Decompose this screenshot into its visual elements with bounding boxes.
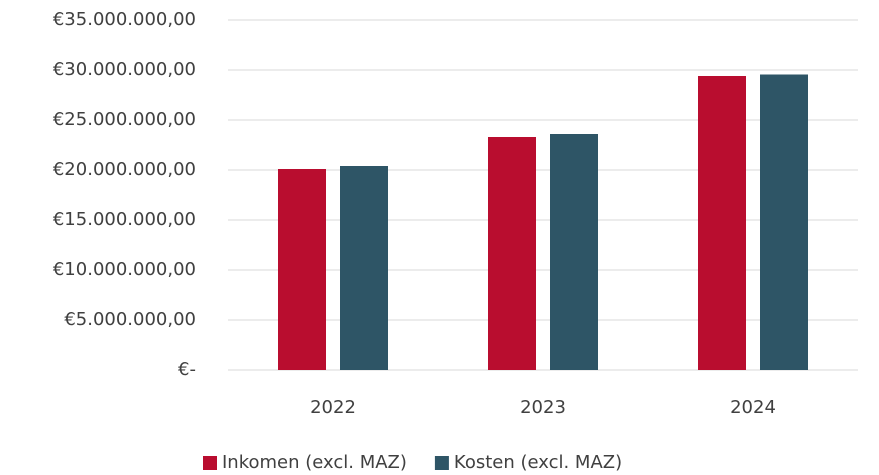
x-tick-label: 2024 — [730, 397, 776, 418]
legend-label: Inkomen (excl. MAZ) — [222, 452, 407, 473]
legend-swatch — [203, 456, 217, 470]
bar — [278, 169, 326, 370]
y-tick-label: €5.000.000,00 — [64, 309, 196, 330]
y-tick-label: €30.000.000,00 — [53, 59, 196, 80]
x-tick-label: 2023 — [520, 397, 566, 418]
bar — [340, 166, 388, 370]
y-tick-label: €15.000.000,00 — [53, 209, 196, 230]
y-tick-label: €25.000.000,00 — [53, 109, 196, 130]
x-tick-label: 2022 — [310, 397, 356, 418]
bar — [698, 76, 746, 370]
y-tick-label: €- — [178, 359, 196, 380]
bar — [550, 134, 598, 370]
y-tick-label: €10.000.000,00 — [53, 259, 196, 280]
bar — [760, 74, 808, 370]
bar — [488, 137, 536, 370]
legend-label: Kosten (excl. MAZ) — [454, 452, 622, 473]
legend-swatch — [434, 456, 449, 470]
y-tick-label: €35.000.000,00 — [53, 9, 196, 30]
y-tick-label: €20.000.000,00 — [53, 159, 196, 180]
